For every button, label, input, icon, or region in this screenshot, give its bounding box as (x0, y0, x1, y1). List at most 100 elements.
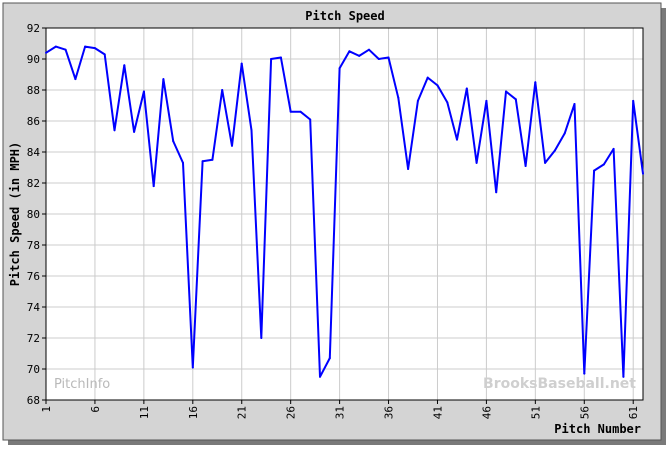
pitchinfo-watermark: PitchInfo (54, 377, 110, 392)
data-point (632, 99, 635, 102)
x-tick-label: 46 (480, 406, 493, 419)
data-point (524, 165, 527, 167)
data-point (407, 168, 410, 170)
data-point (93, 47, 96, 50)
data-point (191, 366, 194, 369)
x-tick-label: 61 (627, 406, 640, 419)
y-tick-label: 70 (27, 363, 40, 376)
x-tick-label: 26 (285, 406, 298, 419)
data-point (45, 51, 47, 54)
chart-title: Pitch Speed (305, 9, 384, 23)
data-point (622, 375, 625, 378)
data-point (74, 78, 77, 81)
data-point (152, 185, 155, 188)
y-tick-label: 86 (27, 115, 40, 128)
data-point (436, 84, 439, 87)
data-point (583, 372, 586, 375)
x-tick-label: 56 (578, 406, 591, 419)
data-point (475, 161, 478, 164)
data-point (260, 337, 263, 339)
data-point (534, 81, 537, 84)
data-point (289, 110, 292, 113)
data-point (358, 54, 361, 57)
data-point (416, 99, 419, 102)
y-tick-label: 80 (27, 208, 40, 221)
data-point (485, 99, 488, 102)
data-point (514, 98, 517, 101)
data-point (642, 172, 644, 175)
series-group (45, 45, 644, 378)
y-axis-ticks: 68 70 72 74 76 78 80 82 84 86 88 90 92 (27, 22, 46, 407)
x-tick-label: 11 (138, 406, 151, 419)
data-point (103, 53, 106, 56)
x-tick-label: 6 (89, 406, 102, 413)
x-axis-title: Pitch Number (554, 422, 641, 436)
data-point (505, 90, 507, 93)
data-point (64, 48, 67, 51)
data-point (328, 357, 331, 360)
data-point (377, 58, 380, 60)
data-point (240, 62, 243, 65)
data-point (465, 87, 468, 90)
data-point (279, 56, 282, 59)
y-tick-label: 68 (27, 394, 40, 407)
data-point (182, 161, 184, 164)
x-axis-ticks: 1 6 11 16 21 26 31 36 41 46 51 56 61 (40, 400, 640, 419)
x-tick-label: 31 (334, 406, 347, 419)
y-axis-title: Pitch Speed (in MPH) (8, 142, 22, 287)
data-point (54, 45, 57, 48)
data-point (299, 110, 302, 113)
data-point (544, 161, 547, 164)
data-point (446, 101, 449, 104)
data-point (162, 78, 165, 81)
data-point (612, 147, 615, 150)
x-tick-label: 51 (529, 406, 542, 419)
y-tick-label: 92 (27, 22, 40, 35)
data-point (495, 191, 498, 194)
data-point (270, 58, 273, 60)
data-point (368, 48, 370, 51)
x-tick-label: 1 (40, 406, 53, 413)
y-tick-label: 82 (27, 177, 40, 190)
data-point (84, 45, 87, 48)
data-point (309, 118, 312, 121)
data-point (387, 56, 390, 59)
data-point (211, 158, 214, 161)
series-line (45, 45, 644, 378)
brooksbaseball-watermark: BrooksBaseball.net (483, 376, 636, 392)
data-point (397, 96, 400, 99)
data-point (201, 160, 204, 163)
data-point (593, 169, 596, 172)
data-point (602, 163, 605, 166)
y-tick-label: 74 (27, 301, 41, 314)
data-point (426, 76, 429, 79)
data-point (553, 149, 556, 152)
data-point (221, 89, 224, 91)
y-tick-label: 78 (27, 239, 40, 252)
data-point (133, 130, 136, 133)
data-point (573, 103, 576, 105)
data-point (338, 67, 341, 70)
data-point (348, 50, 351, 53)
y-tick-label: 90 (27, 53, 40, 66)
y-tick-label: 84 (27, 146, 41, 159)
x-tick-label: 16 (187, 406, 200, 419)
data-point (250, 129, 253, 132)
data-point (456, 138, 458, 141)
y-tick-label: 72 (27, 332, 40, 345)
data-point (172, 140, 175, 143)
x-tick-label: 41 (431, 406, 444, 419)
grid-lines (45, 27, 644, 401)
x-tick-label: 21 (236, 406, 249, 419)
data-point (319, 375, 321, 378)
data-point (142, 90, 145, 93)
y-tick-label: 76 (27, 270, 40, 283)
data-point (231, 144, 233, 147)
data-point (113, 129, 116, 132)
x-tick-label: 36 (383, 406, 396, 419)
data-point (563, 132, 566, 135)
watermarks: PitchInfo BrooksBaseball.net (54, 376, 636, 392)
data-point (123, 64, 126, 67)
